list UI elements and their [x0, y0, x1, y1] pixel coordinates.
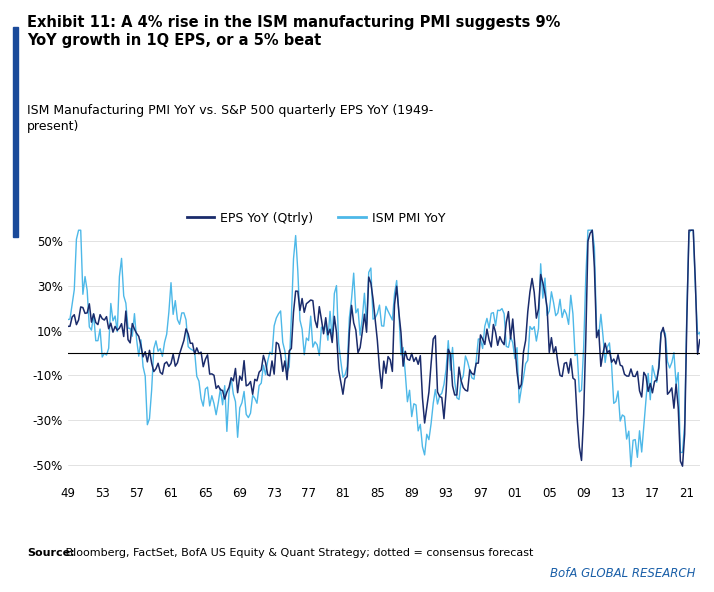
Text: BofA GLOBAL RESEARCH: BofA GLOBAL RESEARCH [550, 568, 695, 580]
Text: ISM Manufacturing PMI YoY vs. S&P 500 quarterly EPS YoY (1949-
present): ISM Manufacturing PMI YoY vs. S&P 500 qu… [27, 104, 433, 133]
Text: Exhibit 11: A 4% rise in the ISM manufacturing PMI suggests 9%
YoY growth in 1Q : Exhibit 11: A 4% rise in the ISM manufac… [27, 15, 560, 49]
Text: Bloomberg, FactSet, BofA US Equity & Quant Strategy; dotted = consensus forecast: Bloomberg, FactSet, BofA US Equity & Qua… [62, 548, 533, 558]
Legend: EPS YoY (Qtrly), ISM PMI YoY: EPS YoY (Qtrly), ISM PMI YoY [181, 207, 451, 230]
Text: Source:: Source: [27, 548, 75, 558]
